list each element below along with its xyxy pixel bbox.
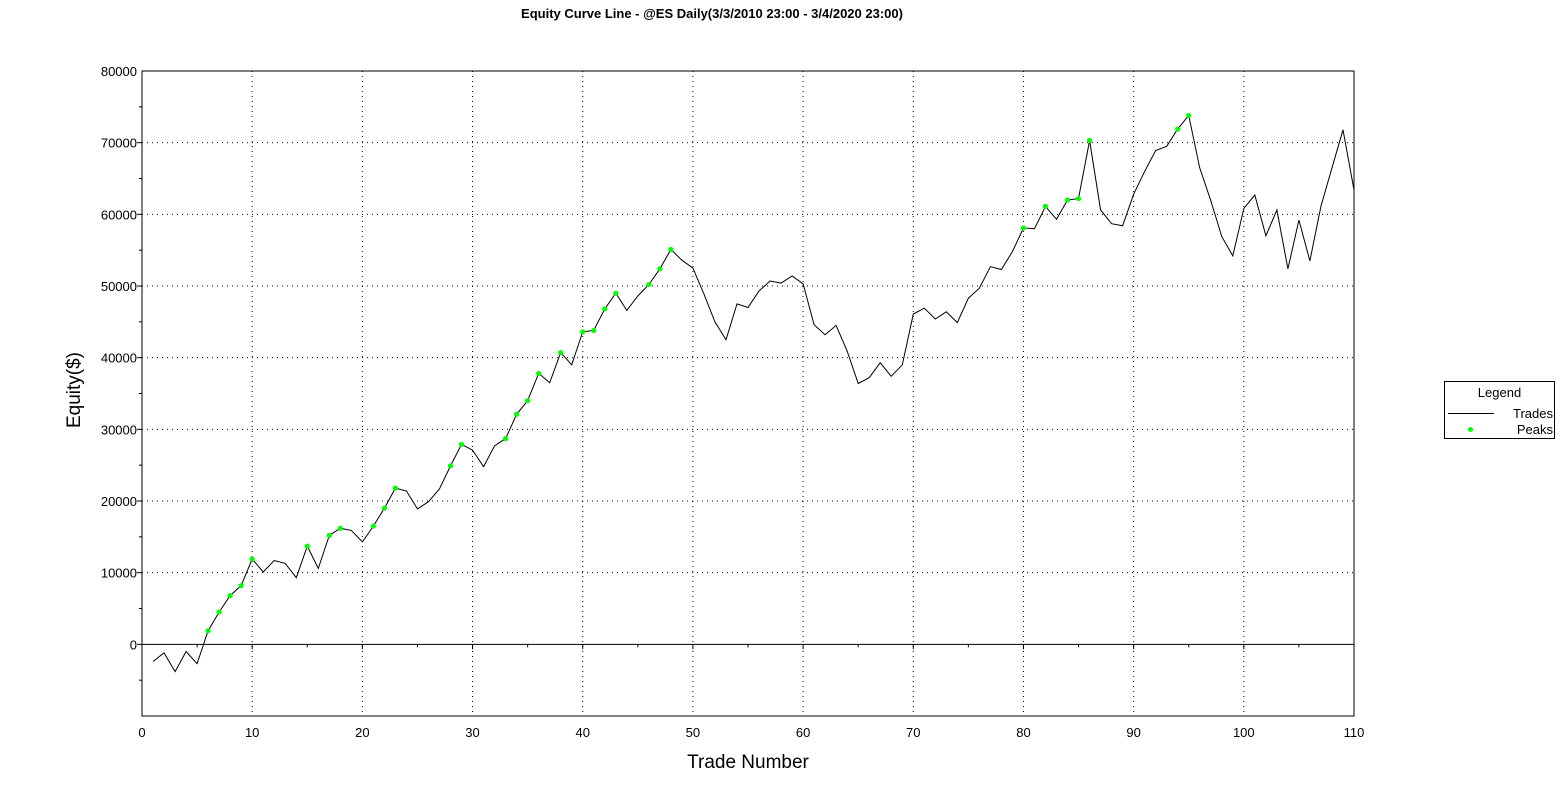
peak-point xyxy=(1020,225,1027,231)
y-tick-label: 40000 xyxy=(101,351,137,366)
peak-point xyxy=(304,543,310,549)
x-tick-labels: 0 10 20 30 40 50 60 70 80 90 100 110 xyxy=(138,725,1364,740)
x-tick-label: 0 xyxy=(138,725,145,740)
peak-point xyxy=(613,290,619,296)
y-tick-label: 10000 xyxy=(101,566,137,581)
peak-point xyxy=(503,436,509,442)
peak-point xyxy=(580,329,586,335)
legend-label-peaks: Peaks xyxy=(1516,422,1553,437)
peak-point xyxy=(381,505,387,511)
peak-point xyxy=(591,327,597,334)
x-tick-label: 80 xyxy=(1016,725,1030,740)
peak-point xyxy=(227,593,233,599)
x-tick-label: 50 xyxy=(686,725,700,740)
legend-item-peaks: Peaks xyxy=(1445,422,1554,438)
peak-point xyxy=(326,532,332,539)
y-tick-label: 70000 xyxy=(101,136,137,151)
x-tick-label: 30 xyxy=(465,725,479,740)
y-tick-label: 20000 xyxy=(101,494,137,509)
peak-point xyxy=(657,266,663,272)
legend-item-trades: Trades xyxy=(1445,406,1554,422)
legend-title: Legend xyxy=(1477,385,1522,400)
x-tick-label: 110 xyxy=(1344,725,1365,740)
y-tick-label: 50000 xyxy=(101,279,137,294)
peak-point xyxy=(392,485,399,491)
axis-ticks xyxy=(137,106,1355,681)
peak-point xyxy=(602,306,608,312)
x-axis-label: Trade Number xyxy=(687,752,809,773)
x-tick-label: 40 xyxy=(575,725,589,740)
legend: Legend Trades Peaks xyxy=(1444,381,1555,439)
peak-point xyxy=(447,463,454,469)
peak-point xyxy=(1042,203,1049,210)
y-tick-label: 30000 xyxy=(101,422,137,437)
y-axis-label: Equity($) xyxy=(64,351,85,429)
peak-point xyxy=(238,582,244,589)
x-tick-label: 70 xyxy=(906,725,920,740)
y-tick-label: 60000 xyxy=(101,207,137,222)
peak-point xyxy=(1075,195,1082,202)
y-tick-labels: 0 10000 20000 30000 40000 50000 60000 70000 8000… xyxy=(101,64,137,652)
y-tick-label: 80000 xyxy=(101,64,137,79)
peak-point xyxy=(668,246,674,253)
peak-point xyxy=(525,398,531,404)
peak-point xyxy=(458,441,465,447)
peak-point xyxy=(514,411,520,417)
peak-point xyxy=(249,556,255,562)
peak-point xyxy=(1175,126,1181,132)
legend-label-trades: Trades xyxy=(1513,406,1553,421)
y-tick-label: 0 xyxy=(130,637,137,652)
peak-point xyxy=(536,370,542,377)
grid-lines xyxy=(142,71,1354,716)
peak-point xyxy=(1086,137,1093,144)
peak-point xyxy=(370,523,376,529)
x-tick-label: 20 xyxy=(355,725,369,740)
trades-series-line xyxy=(152,114,1355,673)
plot-frame xyxy=(141,70,1355,717)
trades-line-swatch xyxy=(1448,413,1494,414)
x-tick-label: 60 xyxy=(796,725,810,740)
x-tick-label: 100 xyxy=(1233,725,1255,740)
peaks-series-markers xyxy=(205,112,1192,634)
peaks-dot-swatch xyxy=(1468,427,1473,432)
peak-point xyxy=(216,609,222,615)
peak-point xyxy=(646,281,652,288)
chart-title: Equity Curve Line - @ES Daily(3/3/2010 2… xyxy=(521,6,903,21)
peak-point xyxy=(1186,112,1192,119)
peak-point xyxy=(337,525,343,531)
x-tick-label: 90 xyxy=(1126,725,1140,740)
x-tick-label: 10 xyxy=(245,725,259,740)
peak-point xyxy=(205,628,211,634)
peak-point xyxy=(558,350,564,356)
peak-point xyxy=(1064,197,1071,203)
